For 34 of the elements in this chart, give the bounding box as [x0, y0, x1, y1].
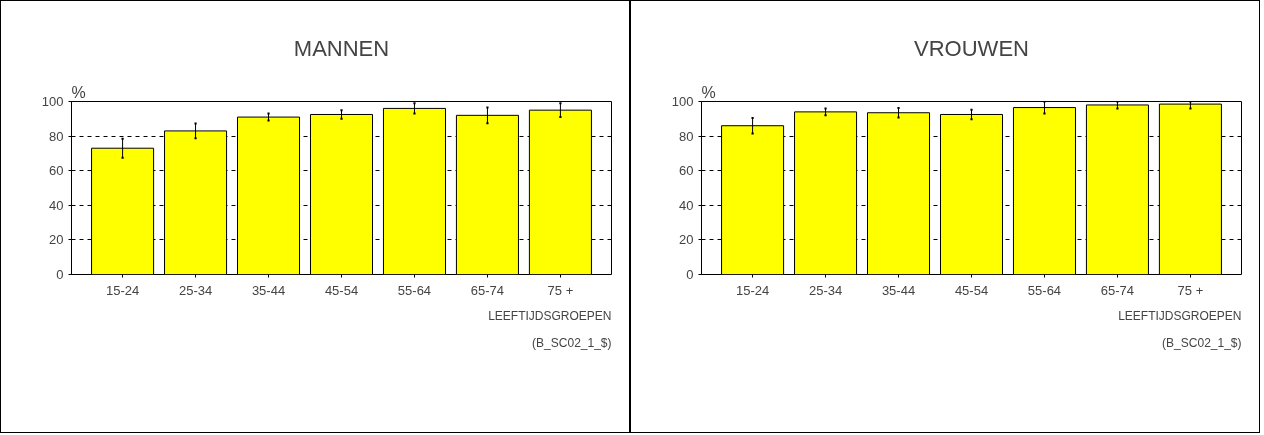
y-tick-label: 60: [679, 163, 694, 179]
y-tick-label: 100: [41, 94, 64, 109]
x-axis-title: LEEFTIJDSGROEPEN: [1118, 308, 1242, 323]
x-tick-label: 45-54: [324, 282, 359, 298]
x-tick-label: 35-44: [881, 282, 916, 298]
x-axis-title: LEEFTIJDSGROEPEN: [488, 308, 612, 323]
y-tick-label: 20: [49, 232, 64, 248]
y-tick-label: 40: [49, 197, 64, 213]
x-tick-label: 65-74: [470, 282, 505, 298]
x-tick-label: 15-24: [735, 282, 770, 298]
text: (B_SC02_1_$): [532, 335, 612, 350]
chart-title: MANNEN: [293, 35, 390, 61]
y-tick-label: 20: [679, 232, 694, 248]
x-tick-label: 55-64: [1027, 282, 1062, 298]
x-tick-label: 35-44: [251, 282, 286, 298]
y-tick-label: 40: [679, 197, 694, 213]
y-tick-label: 0: [686, 267, 694, 282]
y-tick-label: 60: [49, 163, 64, 179]
y-axis-title: %: [71, 83, 86, 101]
y-axis-title: %: [701, 83, 716, 101]
y-tick-label: 80: [49, 128, 64, 144]
x-tick-label: 65-74: [1100, 282, 1135, 298]
text: (B_SC02_1_$): [1162, 335, 1242, 350]
chart-title: VROUWEN: [914, 35, 1029, 61]
x-tick-label: 75 +: [1177, 282, 1204, 298]
y-tick-label: 80: [679, 128, 694, 144]
y-tick-label: 100: [671, 94, 694, 109]
y-tick-label: 0: [56, 267, 64, 282]
x-tick-label: 45-54: [954, 282, 989, 298]
x-tick-label: 25-34: [178, 282, 213, 298]
x-tick-label: 75 +: [547, 282, 574, 298]
x-tick-label: 15-24: [105, 282, 140, 298]
x-tick-label: 55-64: [397, 282, 432, 298]
x-tick-label: 25-34: [808, 282, 843, 298]
